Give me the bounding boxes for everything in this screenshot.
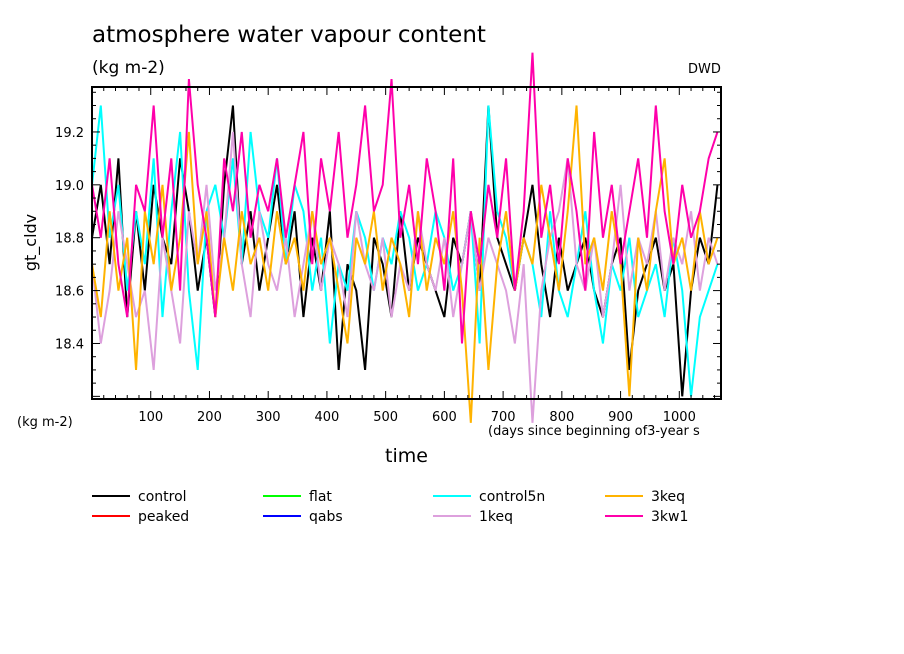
x-tick-label: 900 — [608, 410, 633, 425]
x-units-label: (days since beginning of3-year s — [488, 424, 700, 439]
x-tick-label: 500 — [373, 410, 398, 425]
x-tick-label: 100 — [138, 410, 163, 425]
y-tick-label: 19.0 — [55, 179, 84, 194]
y-tick-label: 18.8 — [55, 232, 84, 247]
series-line-control5n — [92, 105, 719, 397]
chart-subtitle: (kg m-2) — [92, 58, 165, 78]
x-tick-label: 1000 — [663, 410, 696, 425]
legend-label-control5n: control5n — [479, 489, 545, 505]
x-tick-label: 600 — [432, 410, 457, 425]
x-tick-label: 700 — [491, 410, 516, 425]
source-label: DWD — [688, 62, 721, 77]
legend-label-peaked: peaked — [138, 509, 189, 525]
legend-label-flat: flat — [309, 489, 332, 505]
series-line-3kw1 — [92, 52, 719, 344]
y-tick-label: 19.2 — [55, 126, 84, 141]
y-units-label: (kg m-2) — [17, 415, 73, 430]
legend-label-qabs: qabs — [309, 509, 343, 525]
series-line-3keq — [92, 105, 719, 423]
legend-label-3kw1: 3kw1 — [651, 509, 688, 525]
legend-label-3keq: 3keq — [651, 489, 685, 505]
y-tick-label: 18.4 — [55, 337, 84, 352]
x-axis-label: time — [385, 445, 428, 467]
legend-label-control: control — [138, 489, 187, 505]
plot-frame — [91, 86, 722, 400]
x-tick-label: 800 — [549, 410, 574, 425]
chart-title: atmosphere water vapour content — [92, 22, 486, 48]
x-tick-label: 400 — [315, 410, 340, 425]
y-tick-label: 18.6 — [55, 285, 84, 300]
x-tick-label: 200 — [197, 410, 222, 425]
x-tick-label: 300 — [256, 410, 281, 425]
legend-label-1keq: 1keq — [479, 509, 513, 525]
